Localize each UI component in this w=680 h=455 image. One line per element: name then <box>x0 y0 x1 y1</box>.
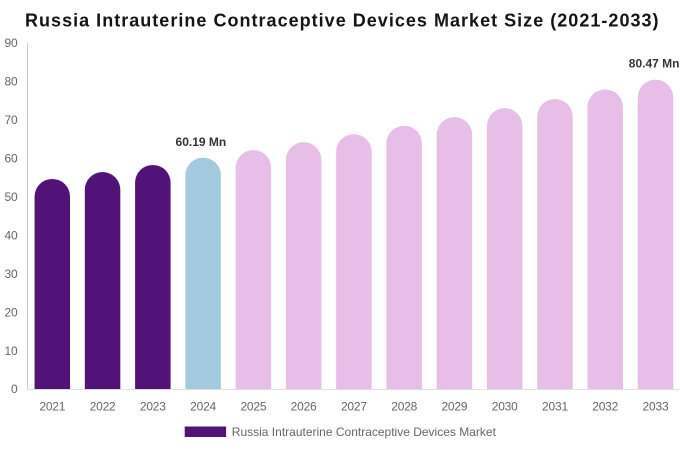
svg-text:0: 0 <box>11 382 18 396</box>
svg-text:50: 50 <box>5 190 18 204</box>
svg-text:2023: 2023 <box>140 400 166 414</box>
svg-text:60: 60 <box>5 152 18 166</box>
svg-text:2027: 2027 <box>341 400 367 414</box>
svg-text:2025: 2025 <box>240 400 266 414</box>
svg-text:Russia Intrauterine Contracept: Russia Intrauterine Contraceptive Device… <box>232 425 497 439</box>
svg-text:2028: 2028 <box>391 400 417 414</box>
svg-text:2032: 2032 <box>592 400 618 414</box>
svg-text:2026: 2026 <box>291 400 317 414</box>
svg-text:30: 30 <box>5 267 18 281</box>
svg-text:2024: 2024 <box>190 400 216 414</box>
svg-text:70: 70 <box>5 113 18 127</box>
svg-text:80.47 Mn: 80.47 Mn <box>629 57 680 71</box>
svg-text:80: 80 <box>5 75 18 89</box>
svg-text:2021: 2021 <box>39 400 65 414</box>
svg-text:10: 10 <box>5 344 18 358</box>
svg-text:40: 40 <box>5 228 18 242</box>
svg-text:Russia Intrauterine Contracept: Russia Intrauterine Contraceptive Device… <box>25 11 660 31</box>
svg-text:60.19 Mn: 60.19 Mn <box>176 135 227 149</box>
svg-text:2033: 2033 <box>643 400 669 414</box>
svg-text:2031: 2031 <box>542 400 568 414</box>
svg-text:2022: 2022 <box>90 400 116 414</box>
svg-text:90: 90 <box>5 36 18 50</box>
svg-text:20: 20 <box>5 305 18 319</box>
svg-text:2029: 2029 <box>441 400 467 414</box>
svg-text:2030: 2030 <box>492 400 518 414</box>
